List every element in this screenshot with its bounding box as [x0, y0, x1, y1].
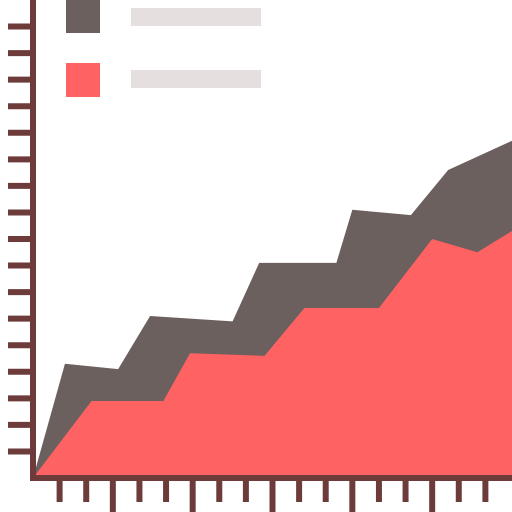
legend-placeholder: [131, 70, 261, 88]
legend-swatch: [66, 0, 100, 33]
legend-swatch: [66, 63, 100, 97]
legend-placeholder: [131, 8, 261, 26]
area: [33, 231, 512, 478]
